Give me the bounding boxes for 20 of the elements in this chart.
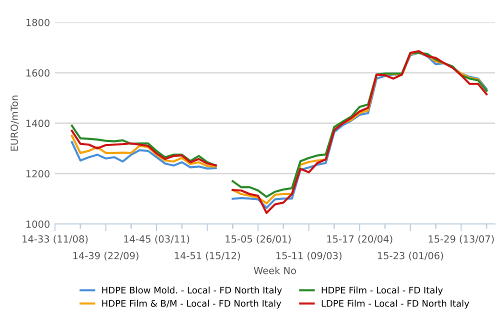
legend-label: HDPE Blow Mold. - Local - FD North Italy bbox=[102, 286, 282, 296]
x-tick-label: 14-51 (15/12) bbox=[174, 252, 240, 260]
y-tick-label: 1800 bbox=[26, 18, 50, 26]
x-tick-label: 15-23 (01/06) bbox=[378, 252, 444, 260]
y-tick-label: 1200 bbox=[26, 170, 50, 178]
x-tick-label: 15-11 (09/03) bbox=[276, 252, 342, 260]
y-tick-label: 1600 bbox=[26, 69, 50, 77]
y-axis-title: EURO/mTon bbox=[10, 96, 19, 151]
legend-label: HDPE Film - Local - FD Italy bbox=[322, 286, 443, 296]
x-tick-label: 15-05 (26/01) bbox=[226, 235, 291, 244]
x-tick-label: 14-39 (22/09) bbox=[73, 252, 138, 260]
x-tick-label: 15-29 (13/07) bbox=[428, 235, 494, 244]
legend-label: HDPE Film & B/M - Local - FD North Italy bbox=[102, 300, 282, 309]
x-tick-label: 14-33 (11/08) bbox=[22, 235, 88, 244]
legend-label: LDPE Film - Local - FD North Italy bbox=[322, 300, 470, 309]
x-tick-label: 14-45 (03/11) bbox=[124, 235, 190, 244]
y-tick-label: 1000 bbox=[26, 220, 50, 228]
x-tick-label: 15-17 (20/04) bbox=[327, 235, 392, 244]
x-axis-title: Week No bbox=[254, 266, 296, 274]
y-tick-label: 1400 bbox=[26, 120, 50, 128]
